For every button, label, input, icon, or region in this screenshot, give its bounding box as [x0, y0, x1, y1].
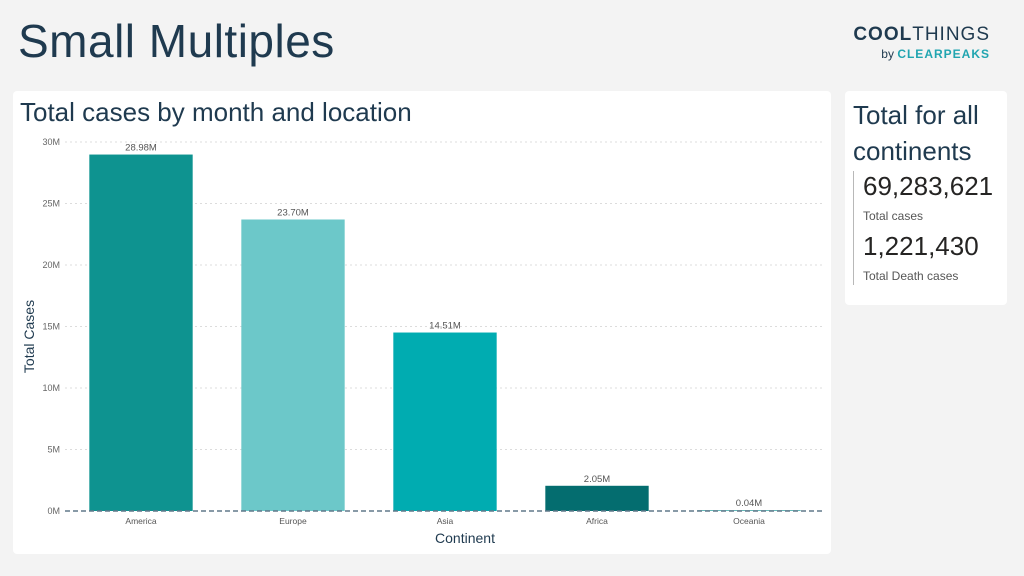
bars: [89, 154, 801, 512]
page-title: Small Multiples: [18, 15, 335, 67]
data-label: 14.51M: [429, 321, 461, 332]
brand-name: COOLTHINGS: [853, 24, 990, 45]
bar-europe[interactable]: [241, 219, 345, 512]
chart-title: Total cases by month and location: [20, 97, 412, 127]
brand-byline: by CLEARPEAKS: [881, 47, 990, 61]
x-tick-label: Africa: [586, 516, 608, 526]
x-tick-label: Europe: [279, 516, 307, 526]
kpi-title: Total for all continents: [853, 100, 979, 166]
y-tick-label: 5M: [47, 445, 60, 455]
total-cases-label: Total cases: [863, 209, 924, 223]
kpi-divider: [853, 171, 854, 285]
x-tick-label: Oceania: [733, 516, 765, 526]
x-axis-title: Continent: [435, 530, 495, 546]
axes: 0M 5M 10M 15M 20M 25M 30M America Europe Asia Afri…: [21, 137, 825, 546]
y-tick-label: 20M: [42, 260, 60, 270]
bar-chart[interactable]: 28.98M 23.70M 14.51M 2.05M 0.04M 0M 5M 10M 15M 2…: [13, 91, 831, 554]
x-tick-label: America: [125, 516, 156, 526]
data-label: 0.04M: [736, 498, 762, 509]
y-tick-label: 0M: [47, 506, 60, 516]
kpi-card[interactable]: Total for all continents 69,283,621 Tota…: [845, 91, 1007, 305]
total-cases-value: 69,283,621: [863, 171, 994, 201]
y-tick-label: 30M: [42, 137, 60, 147]
total-deaths-value: 1,221,430: [863, 231, 979, 261]
chart-card[interactable]: Total cases by month and location 28.98M…: [13, 91, 831, 554]
x-tick-label: Asia: [437, 516, 454, 526]
y-tick-label: 10M: [42, 383, 60, 393]
data-labels: 28.98M 23.70M 14.51M 2.05M 0.04M: [125, 143, 762, 510]
total-deaths-label: Total Death cases: [863, 269, 959, 283]
brand-logo: COOLTHINGS by CLEARPEAKS: [853, 24, 990, 61]
bar-africa[interactable]: [545, 485, 649, 511]
data-label: 23.70M: [277, 207, 309, 218]
bar-asia[interactable]: [393, 332, 497, 511]
y-axis-title: Total Cases: [21, 300, 37, 373]
y-tick-label: 15M: [42, 322, 60, 332]
y-tick-label: 25M: [42, 199, 60, 209]
bar-america[interactable]: [89, 154, 193, 511]
data-label: 2.05M: [584, 474, 610, 485]
data-label: 28.98M: [125, 143, 157, 154]
